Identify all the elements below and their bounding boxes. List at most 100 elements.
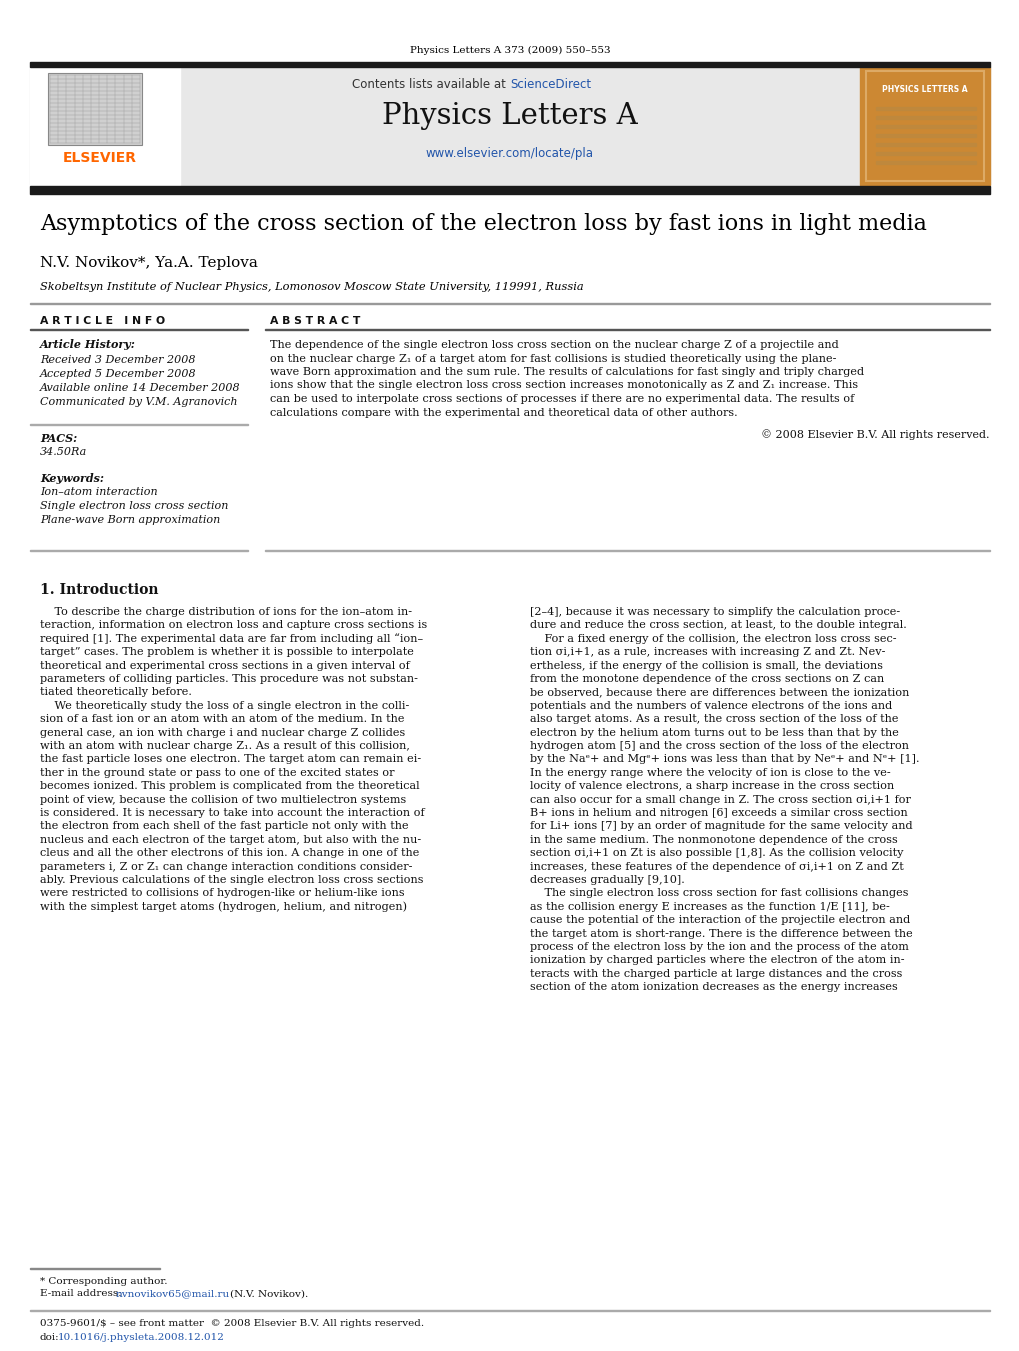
- Text: PACS:: PACS:: [40, 432, 77, 443]
- Text: potentials and the numbers of valence electrons of the ions and: potentials and the numbers of valence el…: [530, 701, 892, 711]
- Bar: [865, 72, 983, 181]
- Text: 10.1016/j.physleta.2008.12.012: 10.1016/j.physleta.2008.12.012: [58, 1332, 224, 1342]
- Bar: [875, 107, 975, 109]
- Text: locity of valence electrons, a sharp increase in the cross section: locity of valence electrons, a sharp inc…: [530, 781, 894, 792]
- Text: decreases gradually [9,10].: decreases gradually [9,10].: [530, 875, 684, 885]
- Text: 0375-9601/$ – see front matter  © 2008 Elsevier B.V. All rights reserved.: 0375-9601/$ – see front matter © 2008 El…: [40, 1320, 424, 1328]
- Text: Single electron loss cross section: Single electron loss cross section: [40, 501, 228, 511]
- Text: Asymptotics of the cross section of the electron loss by fast ions in light medi: Asymptotics of the cross section of the …: [40, 213, 926, 235]
- Text: theoretical and experimental cross sections in a given interval of: theoretical and experimental cross secti…: [40, 661, 410, 670]
- Text: sion of a fast ion or an atom with an atom of the medium. In the: sion of a fast ion or an atom with an at…: [40, 715, 405, 724]
- Text: as the collision energy E increases as the function 1/E [11], be-: as the collision energy E increases as t…: [530, 902, 889, 912]
- Text: section σi,i+1 on Zt is also possible [1,8]. As the collision velocity: section σi,i+1 on Zt is also possible [1…: [530, 848, 903, 858]
- Text: be observed, because there are differences between the ionization: be observed, because there are differenc…: [530, 688, 909, 697]
- Text: To describe the charge distribution of ions for the ion–atom in-: To describe the charge distribution of i…: [40, 607, 412, 617]
- Text: doi:: doi:: [40, 1332, 59, 1342]
- Text: The single electron loss cross section for fast collisions changes: The single electron loss cross section f…: [530, 889, 908, 898]
- Text: increases, these features of the dependence of σi,i+1 on Z and Zt: increases, these features of the depende…: [530, 862, 903, 871]
- Text: We theoretically study the loss of a single electron in the colli-: We theoretically study the loss of a sin…: [40, 701, 409, 711]
- Text: Accepted 5 December 2008: Accepted 5 December 2008: [40, 369, 197, 380]
- Text: ther in the ground state or pass to one of the excited states or: ther in the ground state or pass to one …: [40, 767, 394, 778]
- Text: tiated theoretically before.: tiated theoretically before.: [40, 688, 192, 697]
- Text: general case, an ion with charge i and nuclear charge Z collides: general case, an ion with charge i and n…: [40, 728, 405, 738]
- Text: nvnovikov65@mail.ru: nvnovikov65@mail.ru: [116, 1289, 230, 1298]
- Text: nucleus and each electron of the target atom, but also with the nu-: nucleus and each electron of the target …: [40, 835, 421, 844]
- Text: were restricted to collisions of hydrogen-like or helium-like ions: were restricted to collisions of hydroge…: [40, 889, 405, 898]
- Text: the fast particle loses one electron. The target atom can remain ei-: the fast particle loses one electron. Th…: [40, 754, 421, 765]
- Text: The dependence of the single electron loss cross section on the nuclear charge Z: The dependence of the single electron lo…: [270, 340, 838, 350]
- Text: parameters i, Z or Z₁ can change interaction conditions consider-: parameters i, Z or Z₁ can change interac…: [40, 862, 412, 871]
- Text: © 2008 Elsevier B.V. All rights reserved.: © 2008 Elsevier B.V. All rights reserved…: [761, 430, 989, 440]
- Text: can also occur for a small change in Z. The cross section σi,i+1 for: can also occur for a small change in Z. …: [530, 794, 910, 805]
- Text: Available online 14 December 2008: Available online 14 December 2008: [40, 382, 240, 393]
- Bar: [875, 126, 975, 128]
- Text: ionization by charged particles where the electron of the atom in-: ionization by charged particles where th…: [530, 955, 904, 966]
- Bar: [30, 68, 989, 185]
- Text: becomes ionized. This problem is complicated from the theoretical: becomes ionized. This problem is complic…: [40, 781, 419, 792]
- Text: www.elsevier.com/locate/pla: www.elsevier.com/locate/pla: [426, 146, 593, 159]
- Text: calculations compare with the experimental and theoretical data of other authors: calculations compare with the experiment…: [270, 408, 737, 417]
- Text: ertheless, if the energy of the collision is small, the deviations: ertheless, if the energy of the collisio…: [530, 661, 882, 670]
- Bar: [875, 116, 975, 119]
- Text: dure and reduce the cross section, at least, to the double integral.: dure and reduce the cross section, at le…: [530, 620, 906, 631]
- Bar: [875, 134, 975, 136]
- Text: Physics Letters A: Physics Letters A: [382, 101, 637, 130]
- Text: parameters of colliding particles. This procedure was not substan-: parameters of colliding particles. This …: [40, 674, 418, 684]
- Text: cause the potential of the interaction of the projectile electron and: cause the potential of the interaction o…: [530, 915, 909, 925]
- Text: section of the atom ionization decreases as the energy increases: section of the atom ionization decreases…: [530, 982, 897, 992]
- Text: * Corresponding author.: * Corresponding author.: [40, 1277, 167, 1286]
- Text: teracts with the charged particle at large distances and the cross: teracts with the charged particle at lar…: [530, 969, 902, 979]
- Text: point of view, because the collision of two multielectron systems: point of view, because the collision of …: [40, 794, 406, 805]
- Text: in the same medium. The nonmonotone dependence of the cross: in the same medium. The nonmonotone depe…: [530, 835, 897, 844]
- Text: Article History:: Article History:: [40, 339, 136, 350]
- Text: required [1]. The experimental data are far from including all “ion–: required [1]. The experimental data are …: [40, 634, 423, 644]
- Text: can be used to interpolate cross sections of processes if there are no experimen: can be used to interpolate cross section…: [270, 394, 854, 404]
- Text: on the nuclear charge Z₁ of a target atom for fast collisions is studied theoret: on the nuclear charge Z₁ of a target ato…: [270, 354, 836, 363]
- Text: teraction, information on electron loss and capture cross sections is: teraction, information on electron loss …: [40, 620, 427, 631]
- Text: 34.50Ra: 34.50Ra: [40, 447, 88, 457]
- Bar: [875, 143, 975, 146]
- Text: for Li+ ions [7] by an order of magnitude for the same velocity and: for Li+ ions [7] by an order of magnitud…: [530, 821, 912, 831]
- Text: ions show that the single electron loss cross section increases monotonically as: ions show that the single electron loss …: [270, 381, 857, 390]
- Text: electron by the helium atom turns out to be less than that by the: electron by the helium atom turns out to…: [530, 728, 898, 738]
- Text: (N.V. Novikov).: (N.V. Novikov).: [229, 1289, 308, 1298]
- Text: wave Born approximation and the sum rule. The results of calculations for fast s: wave Born approximation and the sum rule…: [270, 367, 863, 377]
- Text: A R T I C L E   I N F O: A R T I C L E I N F O: [40, 316, 165, 326]
- Text: the electron from each shell of the fast particle not only with the: the electron from each shell of the fast…: [40, 821, 409, 831]
- Text: target” cases. The problem is whether it is possible to interpolate: target” cases. The problem is whether it…: [40, 647, 414, 657]
- Text: 1. Introduction: 1. Introduction: [40, 584, 158, 597]
- Bar: [30, 186, 989, 195]
- Text: also target atoms. As a result, the cross section of the loss of the: also target atoms. As a result, the cros…: [530, 715, 898, 724]
- Text: by the Naᵉ+ and Mgᵉ+ ions was less than that by Neᵉ+ and Nᵉ+ [1].: by the Naᵉ+ and Mgᵉ+ ions was less than …: [530, 754, 918, 765]
- Text: cleus and all the other electrons of this ion. A change in one of the: cleus and all the other electrons of thi…: [40, 848, 419, 858]
- Text: B+ ions in helium and nitrogen [6] exceeds a similar cross section: B+ ions in helium and nitrogen [6] excee…: [530, 808, 907, 817]
- Text: N.V. Novikov*, Ya.A. Teplova: N.V. Novikov*, Ya.A. Teplova: [40, 255, 258, 270]
- Bar: [875, 161, 975, 163]
- Text: Contents lists available at: Contents lists available at: [352, 77, 510, 91]
- Text: [2–4], because it was necessary to simplify the calculation proce-: [2–4], because it was necessary to simpl…: [530, 607, 899, 617]
- Text: Skobeltsyn Institute of Nuclear Physics, Lomonosov Moscow State University, 1199: Skobeltsyn Institute of Nuclear Physics,…: [40, 282, 583, 292]
- Text: with an atom with nuclear charge Z₁. As a result of this collision,: with an atom with nuclear charge Z₁. As …: [40, 740, 410, 751]
- Text: ELSEVIER: ELSEVIER: [63, 151, 137, 165]
- Bar: [30, 68, 179, 185]
- Text: is considered. It is necessary to take into account the interaction of: is considered. It is necessary to take i…: [40, 808, 424, 817]
- Text: Physics Letters A 373 (2009) 550–553: Physics Letters A 373 (2009) 550–553: [410, 46, 609, 54]
- Text: Communicated by V.M. Agranovich: Communicated by V.M. Agranovich: [40, 397, 237, 407]
- Text: ScienceDirect: ScienceDirect: [510, 77, 591, 91]
- Text: Plane-wave Born approximation: Plane-wave Born approximation: [40, 515, 220, 526]
- Text: E-mail address:: E-mail address:: [40, 1289, 125, 1298]
- Bar: [48, 73, 142, 145]
- Text: from the monotone dependence of the cross sections on Z can: from the monotone dependence of the cros…: [530, 674, 883, 684]
- Bar: [859, 68, 989, 185]
- Text: tion σi,i+1, as a rule, increases with increasing Z and Zt. Nev-: tion σi,i+1, as a rule, increases with i…: [530, 647, 884, 657]
- Text: Keywords:: Keywords:: [40, 473, 104, 484]
- Text: with the simplest target atoms (hydrogen, helium, and nitrogen): with the simplest target atoms (hydrogen…: [40, 901, 407, 912]
- Text: For a fixed energy of the collision, the electron loss cross sec-: For a fixed energy of the collision, the…: [530, 634, 896, 644]
- Text: ably. Previous calculations of the single electron loss cross sections: ably. Previous calculations of the singl…: [40, 875, 423, 885]
- Text: In the energy range where the velocity of ion is close to the ve-: In the energy range where the velocity o…: [530, 767, 890, 778]
- Text: A B S T R A C T: A B S T R A C T: [270, 316, 360, 326]
- Text: Ion–atom interaction: Ion–atom interaction: [40, 486, 158, 497]
- Text: process of the electron loss by the ion and the process of the atom: process of the electron loss by the ion …: [530, 942, 908, 952]
- Text: the target atom is short-range. There is the difference between the: the target atom is short-range. There is…: [530, 928, 912, 939]
- Text: PHYSICS LETTERS A: PHYSICS LETTERS A: [881, 85, 967, 95]
